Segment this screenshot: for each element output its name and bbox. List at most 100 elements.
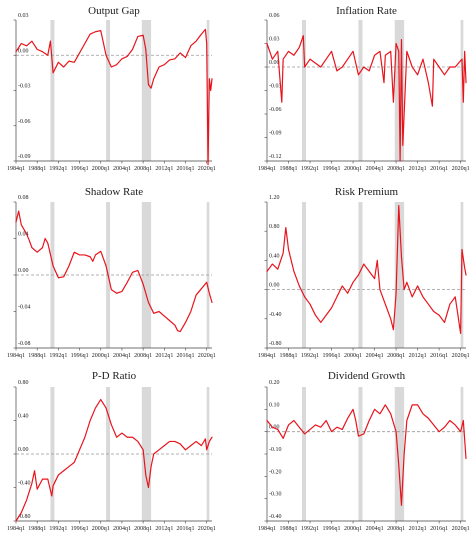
axis-frame — [266, 20, 466, 162]
x-tick-label: 1992q1 — [49, 166, 67, 172]
y-tick-label: 0.00 — [18, 48, 29, 54]
recession-band — [301, 387, 306, 521]
panel-title: Shadow Rate — [85, 186, 143, 198]
y-tick-label: 0.40 — [269, 253, 280, 259]
x-tick-label: 1996q1 — [323, 166, 341, 172]
recession-band — [50, 20, 55, 161]
x-tick-label: 2000q1 — [92, 353, 110, 359]
x-tick-label: 2008q1 — [387, 166, 405, 172]
x-tick-label: 2004q1 — [366, 353, 384, 359]
x-tick-label: 2004q1 — [113, 166, 131, 172]
x-tick-label: 2008q1 — [134, 526, 152, 532]
y-tick-label: -0.30 — [269, 492, 282, 498]
recession-band — [206, 20, 210, 161]
x-tick-label: 2012q1 — [409, 526, 427, 532]
y-tick-label: -0.03 — [269, 84, 282, 90]
recession-band — [301, 20, 306, 161]
x-tick-label: 1984q1 — [7, 353, 25, 359]
y-tick-label: 0.80 — [269, 224, 280, 230]
x-tick-label: 2016q1 — [430, 526, 448, 532]
series-line-output-gap — [15, 28, 213, 166]
panel-shadow-rate: -0.08 -0.04 0.00 0.04 0.08 1984q1 1988q1 1992q1… — [7, 186, 216, 359]
x-tick-label: 1984q1 — [258, 166, 276, 172]
y-tick-label: 0.03 — [18, 13, 29, 19]
panel-title: P-D Ratio — [92, 370, 137, 382]
x-tick-label: 2012q1 — [409, 166, 427, 172]
x-tick-label: 1984q1 — [258, 353, 276, 359]
axis-frame — [266, 387, 466, 522]
y-tick-label: -0.80 — [18, 514, 31, 520]
x-tick-label: 1988q1 — [28, 166, 46, 172]
x-tick-label: 2008q1 — [134, 353, 152, 359]
x-tick-label: 2020q1 — [452, 353, 470, 359]
y-tick-label: -0.40 — [269, 312, 282, 318]
x-tick-label: 2008q1 — [134, 166, 152, 172]
x-tick-label: 2000q1 — [344, 166, 362, 172]
y-tick-label: -0.80 — [269, 341, 282, 347]
x-tick-label: 2020q1 — [452, 526, 470, 532]
y-tick-label: -0.20 — [269, 469, 282, 475]
panel-title: Inflation Rate — [336, 5, 397, 17]
x-tick-label: 1996q1 — [71, 166, 89, 172]
x-tick-label: 2020q1 — [198, 526, 216, 532]
x-tick-label: 2020q1 — [198, 353, 216, 359]
x-tick-label: 1984q1 — [7, 526, 25, 532]
x-tick-label: 1996q1 — [323, 526, 341, 532]
x-tick-label: 1988q1 — [280, 166, 298, 172]
recession-band — [106, 20, 111, 161]
series-line-inflation-rate — [266, 35, 467, 162]
y-tick-label: 0.40 — [18, 414, 29, 420]
x-tick-label: 2020q1 — [452, 166, 470, 172]
y-tick-label: -0.12 — [269, 154, 282, 160]
recession-band — [358, 387, 363, 521]
x-tick-label: 2012q1 — [409, 353, 427, 359]
y-tick-label: 0.00 — [269, 60, 280, 66]
x-tick-label: 1992q1 — [301, 353, 319, 359]
x-tick-label: 1988q1 — [28, 353, 46, 359]
y-tick-label: 0.00 — [269, 283, 280, 289]
x-tick-label: 1996q1 — [323, 353, 341, 359]
y-tick-label: -0.09 — [269, 131, 282, 137]
recession-band — [460, 387, 464, 521]
axis-frame — [15, 20, 212, 162]
y-tick-label: 0.80 — [18, 380, 29, 386]
y-tick-label: 0.10 — [269, 402, 280, 408]
y-tick-label: -0.08 — [18, 341, 31, 347]
x-tick-label: 2004q1 — [113, 353, 131, 359]
x-tick-label: 2000q1 — [344, 353, 362, 359]
x-tick-label: 2000q1 — [344, 526, 362, 532]
x-tick-label: 1992q1 — [49, 353, 67, 359]
x-tick-label: 2016q1 — [430, 353, 448, 359]
series-line-p-d-ratio — [15, 398, 213, 522]
y-tick-label: 0.06 — [269, 13, 280, 19]
y-tick-label: -0.06 — [18, 119, 31, 125]
x-tick-label: 2008q1 — [387, 526, 405, 532]
recession-band — [394, 387, 405, 521]
panel-title: Dividend Growth — [328, 370, 406, 382]
x-tick-label: 2000q1 — [92, 166, 110, 172]
y-tick-label: -0.40 — [18, 481, 31, 487]
x-tick-label: 2016q1 — [177, 353, 195, 359]
axis-frame — [266, 202, 466, 349]
x-tick-label: 1992q1 — [301, 166, 319, 172]
y-tick-label: 0.00 — [18, 268, 29, 274]
x-tick-label: 2000q1 — [92, 526, 110, 532]
y-tick-label: -0.04 — [18, 305, 31, 311]
x-tick-label: 1996q1 — [71, 353, 89, 359]
x-tick-label: 2004q1 — [113, 526, 131, 532]
y-tick-label: 0.20 — [269, 380, 280, 386]
panel-output-gap: -0.09 -0.06 -0.03 0.00 0.03 1984q1 1988q1 1992q… — [7, 5, 216, 172]
x-tick-label: 2012q1 — [155, 526, 173, 532]
series-line-shadow-rate — [15, 210, 213, 333]
x-tick-label: 2020q1 — [198, 166, 216, 172]
x-tick-label: 2004q1 — [366, 526, 384, 532]
recession-band — [358, 20, 363, 161]
x-tick-label: 2012q1 — [155, 353, 173, 359]
x-tick-label: 1988q1 — [280, 353, 298, 359]
panel-title: Output Gap — [88, 5, 140, 17]
x-tick-label: 1996q1 — [71, 526, 89, 532]
x-tick-label: 2016q1 — [177, 166, 195, 172]
recession-band — [358, 202, 363, 348]
